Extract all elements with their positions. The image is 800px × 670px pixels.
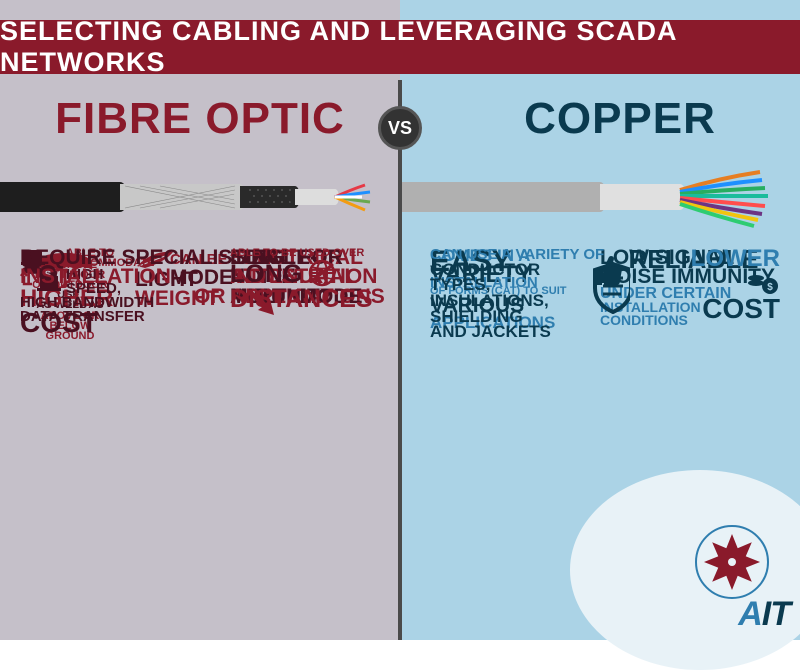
fibre-cable-illustration (0, 160, 380, 230)
fibre-title: FIBRE OPTIC (0, 94, 400, 144)
logo-it: IT (762, 595, 790, 633)
text: COST (702, 293, 780, 324)
fibre-features: SUITABLE FOR INDOOR OR OUTDOOR USE, AS W… (20, 248, 380, 630)
vs-badge: VS (378, 106, 422, 150)
text: ABLE TO BE USED OVER (230, 248, 373, 258)
ait-logo-text: AIT (738, 595, 790, 634)
text: INSTALLATION (20, 267, 245, 286)
copper-title: COPPER (400, 94, 800, 144)
text: DATA TRANSFER (20, 310, 159, 324)
text: CONDUCTOR TYPES, (430, 262, 585, 293)
feat-lower-cost: LOWER $ COST (670, 248, 780, 326)
feat-conductor: CAN USE A VARIETY OF CONDUCTOR TYPES, IN… (430, 248, 630, 340)
header-banner: SELECTING CABLING AND LEVERAGING SCADA N… (0, 20, 800, 74)
feat-distance: ABLE TO BE USED OVER LONG DISTANCES (230, 248, 373, 311)
text: LONG (230, 260, 302, 288)
text: DISTANCES (230, 285, 373, 313)
ait-logo: AIT (644, 518, 794, 638)
text: AND JACKETS (430, 324, 585, 340)
svg-text:$: $ (767, 282, 773, 293)
shield-icon (591, 262, 630, 314)
text: OR (194, 285, 226, 308)
right-panel: COPPER COMES IN A VARIETY OF FORMS (CAT)… (400, 0, 800, 640)
page-title: SELECTING CABLING AND LEVERAGING SCADA N… (0, 16, 800, 78)
globe-icon (307, 258, 337, 288)
text: LOWER (670, 248, 780, 270)
feat-specialist: REQUIRE SPECIALIST INSTALLATION (20, 248, 245, 287)
logo-a: A (738, 595, 762, 633)
infographic-page: FIBRE OPTIC (0, 0, 800, 640)
left-panel: FIBRE OPTIC (0, 0, 400, 640)
copper-cable-illustration (400, 160, 800, 230)
center-divider (398, 80, 402, 640)
